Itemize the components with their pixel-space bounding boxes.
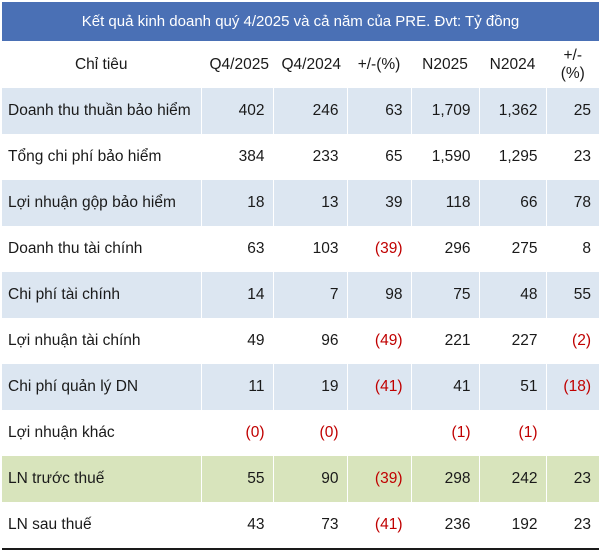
cell-q4-2024: 90: [273, 456, 348, 502]
cell-change-year: 25: [546, 88, 599, 134]
row-label: Lợi nhuận tài chính: [2, 318, 202, 364]
cell-q4-2025: 43: [201, 502, 274, 550]
cell-q4-2024: 233: [273, 134, 348, 180]
row-label: Doanh thu thuần bảo hiểm: [2, 88, 202, 134]
cell-n2025: (1): [411, 410, 480, 456]
row-label: LN trước thuế: [2, 456, 202, 502]
header-n2025: N2025: [411, 41, 480, 88]
cell-change-year: (18): [546, 364, 599, 410]
cell-change-quarter: (39): [347, 456, 412, 502]
cell-q4-2025: 18: [201, 180, 274, 226]
cell-change-quarter: (39): [347, 226, 412, 272]
cell-n2024: 48: [479, 272, 547, 318]
cell-q4-2024: 73: [273, 502, 348, 550]
cell-change-quarter: 63: [347, 88, 412, 134]
cell-q4-2025: 55: [201, 456, 274, 502]
header-change-quarter: +/-(%): [347, 41, 412, 88]
row-label: Lợi nhuận khác: [2, 410, 202, 456]
cell-change-year: 23: [546, 502, 599, 550]
cell-n2024: (1): [479, 410, 547, 456]
cell-q4-2025: (0): [201, 410, 274, 456]
header-row: Chỉ tiêu Q4/2025 Q4/2024 +/-(%) N2025 N2…: [2, 41, 599, 88]
cell-change-year: 55: [546, 272, 599, 318]
cell-q4-2024: (0): [273, 410, 348, 456]
cell-n2025: 1,709: [411, 88, 480, 134]
cell-n2024: 66: [479, 180, 547, 226]
cell-change-year: (2): [572, 332, 591, 349]
row-label: Tổng chi phí bảo hiểm: [2, 134, 202, 180]
cell-n2024: 242: [479, 456, 547, 502]
cell-n2025: 1,590: [411, 134, 480, 180]
cell-q4-2024: 19: [273, 364, 348, 410]
cell-q4-2025: 14: [201, 272, 274, 318]
table-row: Tổng chi phí bảo hiểm 384 233 65 1,590 1…: [2, 134, 599, 180]
cell-change-quarter: 39: [347, 180, 412, 226]
header-chi-tieu: Chỉ tiêu: [2, 41, 202, 88]
table-row: Chi phí quản lý DN 11 19 (41) 41 51 (18): [2, 364, 599, 410]
cell-change-quarter: (49): [347, 318, 412, 364]
header-q4-2025: Q4/2025: [201, 41, 274, 88]
cell-n2025: 296: [411, 226, 480, 272]
cell-n2025: 221: [411, 318, 480, 364]
cell-change-quarter: 98: [347, 272, 412, 318]
cell-change-year: 23: [573, 148, 591, 165]
table-title: Kết quả kinh doanh quý 4/2025 và cả năm …: [2, 2, 599, 41]
cell-q4-2025: 402: [201, 88, 274, 134]
financial-results-table: Chỉ tiêu Q4/2025 Q4/2024 +/-(%) N2025 N2…: [2, 41, 599, 550]
cell-change-quarter: 65: [347, 134, 412, 180]
cell-change-year: 23: [546, 456, 599, 502]
cell-n2024: 1,362: [479, 88, 547, 134]
cell-q4-2024: 96: [273, 318, 348, 364]
row-label: LN sau thuế: [2, 502, 202, 550]
table-row-highlight: LN trước thuế 55 90 (39) 298 242 23: [2, 456, 599, 502]
row-label: Doanh thu tài chính: [2, 226, 202, 272]
cell-n2025: 41: [411, 364, 480, 410]
cell-n2025: 298: [411, 456, 480, 502]
table-row: Doanh thu tài chính 63 103 (39) 296 275 …: [2, 226, 599, 272]
cell-n2025: 236: [411, 502, 480, 550]
cell-q4-2024: 7: [273, 272, 348, 318]
cell-q4-2024: 13: [273, 180, 348, 226]
cell-change-quarter: (41): [347, 502, 412, 550]
cell-q4-2024: 103: [273, 226, 348, 272]
cell-q4-2025: 11: [201, 364, 274, 410]
cell-q4-2025: 49: [201, 318, 274, 364]
row-label: Lợi nhuận gộp bảo hiểm: [2, 180, 202, 226]
cell-n2024: 227: [479, 318, 547, 364]
cell-q4-2025: 63: [201, 226, 274, 272]
cell-n2024: 275: [479, 226, 547, 272]
table-row: Doanh thu thuần bảo hiểm 402 246 63 1,70…: [2, 88, 599, 134]
table-row: Chi phí tài chính 14 7 98 75 48 55: [2, 272, 599, 318]
cell-change-quarter: (41): [347, 364, 412, 410]
cell-change-year: [546, 410, 599, 456]
row-label: Chi phí tài chính: [2, 272, 202, 318]
cell-n2025: 75: [411, 272, 480, 318]
header-change-year: +/-(%): [560, 46, 585, 82]
cell-n2024: 51: [479, 364, 547, 410]
header-q4-2024: Q4/2024: [273, 41, 348, 88]
cell-change-year: 8: [582, 240, 591, 257]
row-label: Chi phí quản lý DN: [2, 364, 202, 410]
table-row: Lợi nhuận gộp bảo hiểm 18 13 39 118 66 7…: [2, 180, 599, 226]
table-row: Lợi nhuận khác (0) (0) (1) (1): [2, 410, 599, 456]
cell-n2024: 1,295: [479, 134, 547, 180]
cell-change-year: 78: [546, 180, 599, 226]
cell-change-quarter: [347, 410, 412, 456]
cell-q4-2024: 246: [273, 88, 348, 134]
cell-n2025: 118: [411, 180, 480, 226]
cell-q4-2025: 384: [201, 134, 274, 180]
table-row: LN sau thuế 43 73 (41) 236 192 23: [2, 502, 599, 550]
table-row: Lợi nhuận tài chính 49 96 (49) 221 227 (…: [2, 318, 599, 364]
header-n2024: N2024: [479, 41, 547, 88]
cell-n2024: 192: [479, 502, 547, 550]
